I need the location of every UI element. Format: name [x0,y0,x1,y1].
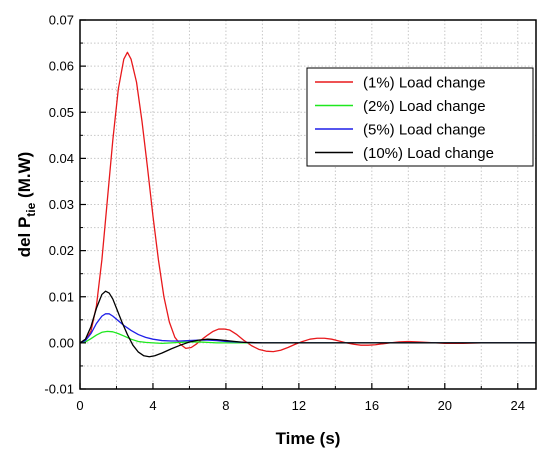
y-tick-label: 0.05 [49,105,74,120]
y-tick-label: 0.04 [49,151,74,166]
series-line-1 [79,51,536,353]
y-tick-label: 0.01 [49,289,74,304]
y-tick-label: 0.02 [49,243,74,258]
y-axis-title-subscript: tie [24,202,38,216]
x-tick-label: 4 [149,398,156,413]
series-lines [79,51,536,358]
x-tick-label: 0 [76,398,83,413]
series-line-2 [79,330,536,344]
x-tick-label: 20 [438,398,452,413]
legend: (1%) Load change (2%) Load change (5%) Loa… [306,67,534,167]
legend-box [306,67,534,167]
axis-ticks: 0 4 8 12 16 20 24 -0.01 0.00 0.01 0.02 0.03 0.04 0.05… [44,13,525,414]
x-tick-label: 12 [292,398,306,413]
x-tick-label: 8 [222,398,229,413]
legend-label-3: (5%) Load change [363,122,486,139]
x-axis-title: Time (s) [276,429,341,448]
y-tick-label: -0.01 [44,382,74,397]
y-axis-title-suffix: (M.W) [15,152,34,203]
x-tick-label: 24 [511,398,525,413]
series-line-3 [79,313,536,344]
x-tick-label: 16 [365,398,379,413]
y-tick-label: 0.03 [49,197,74,212]
y-tick-label: 0.06 [49,59,74,74]
y-tick-label: 0.00 [49,335,74,350]
y-axis-title: del Ptie (M.W) [15,152,38,258]
legend-label-2: (2%) Load change [363,98,486,115]
series-line-4 [79,290,536,358]
y-axis-title-main: del P [15,217,34,258]
y-tick-label: 0.07 [49,13,74,28]
legend-label-1: (1%) Load change [363,75,486,92]
legend-label-4: (10%) Load change [363,145,494,162]
